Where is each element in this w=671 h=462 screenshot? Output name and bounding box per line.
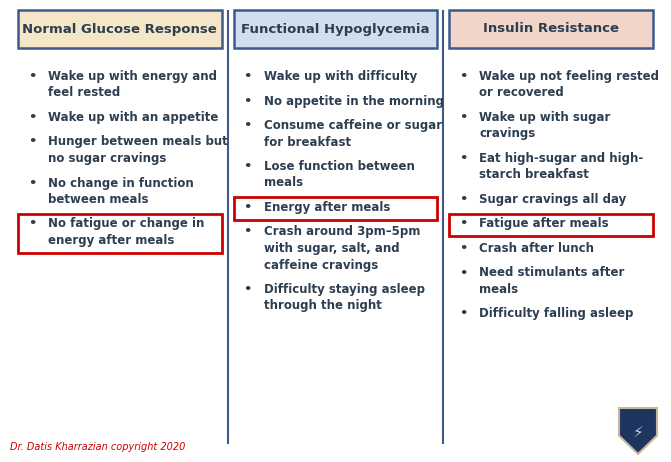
Text: Hunger between meals but: Hunger between meals but <box>48 135 227 148</box>
Text: No appetite in the morning: No appetite in the morning <box>264 95 444 108</box>
Text: Dr. Datis Kharrazian copyright 2020: Dr. Datis Kharrazian copyright 2020 <box>10 442 185 452</box>
Text: •: • <box>244 70 252 83</box>
Text: Wake up with sugar: Wake up with sugar <box>479 111 611 124</box>
Text: •: • <box>459 218 468 231</box>
Bar <box>450 10 653 48</box>
Text: •: • <box>244 95 252 108</box>
Text: or recovered: or recovered <box>479 86 564 99</box>
Text: Crash around 3pm–5pm: Crash around 3pm–5pm <box>264 225 420 238</box>
Text: •: • <box>28 176 36 189</box>
Text: Lose function between: Lose function between <box>264 160 415 173</box>
Text: Normal Glucose Response: Normal Glucose Response <box>22 23 217 36</box>
Text: Difficulty staying asleep: Difficulty staying asleep <box>264 283 425 296</box>
Text: •: • <box>459 242 468 255</box>
Text: •: • <box>459 193 468 206</box>
Text: Wake up with an appetite: Wake up with an appetite <box>48 111 218 124</box>
Text: Wake up with energy and: Wake up with energy and <box>48 70 217 83</box>
Text: Difficulty falling asleep: Difficulty falling asleep <box>479 308 633 321</box>
Text: Need stimulants after: Need stimulants after <box>479 267 625 280</box>
Text: with sugar, salt, and: with sugar, salt, and <box>264 242 399 255</box>
Text: •: • <box>459 70 468 83</box>
Text: •: • <box>244 283 252 296</box>
Text: •: • <box>459 152 468 165</box>
Text: Sugar cravings all day: Sugar cravings all day <box>479 193 627 206</box>
Text: meals: meals <box>264 176 303 189</box>
Text: Insulin Resistance: Insulin Resistance <box>483 23 619 36</box>
Text: Crash after lunch: Crash after lunch <box>479 242 595 255</box>
Text: between meals: between meals <box>48 193 148 206</box>
Text: Eat high-sugar and high-: Eat high-sugar and high- <box>479 152 643 165</box>
Polygon shape <box>619 408 657 454</box>
Text: no sugar cravings: no sugar cravings <box>48 152 166 165</box>
Text: •: • <box>244 119 252 132</box>
Text: through the night: through the night <box>264 299 382 312</box>
Text: feel rested: feel rested <box>48 86 120 99</box>
Text: meals: meals <box>479 283 519 296</box>
Bar <box>234 10 437 48</box>
Text: caffeine cravings: caffeine cravings <box>264 259 378 272</box>
Bar <box>18 10 221 48</box>
Text: Fatigue after meals: Fatigue after meals <box>479 218 609 231</box>
Text: •: • <box>459 111 468 124</box>
Bar <box>450 213 653 236</box>
Text: energy after meals: energy after meals <box>48 234 174 247</box>
Text: ⚡: ⚡ <box>633 425 643 439</box>
Text: Energy after meals: Energy after meals <box>264 201 390 214</box>
Text: •: • <box>459 308 468 321</box>
Text: Wake up not feeling rested: Wake up not feeling rested <box>479 70 660 83</box>
Text: •: • <box>28 135 36 148</box>
Text: No change in function: No change in function <box>48 176 194 189</box>
Text: for breakfast: for breakfast <box>264 135 351 148</box>
Text: starch breakfast: starch breakfast <box>479 169 589 182</box>
Text: •: • <box>459 267 468 280</box>
Text: •: • <box>244 225 252 238</box>
Bar <box>18 213 221 253</box>
Text: Functional Hypoglycemia: Functional Hypoglycemia <box>242 23 429 36</box>
Bar <box>234 197 437 219</box>
Text: cravings: cravings <box>479 128 535 140</box>
Text: Consume caffeine or sugar: Consume caffeine or sugar <box>264 119 442 132</box>
Text: •: • <box>244 160 252 173</box>
Text: •: • <box>28 70 36 83</box>
Text: •: • <box>28 111 36 124</box>
Text: •: • <box>28 218 36 231</box>
Text: Wake up with difficulty: Wake up with difficulty <box>264 70 417 83</box>
Text: No fatigue or change in: No fatigue or change in <box>48 218 205 231</box>
Text: •: • <box>244 201 252 214</box>
